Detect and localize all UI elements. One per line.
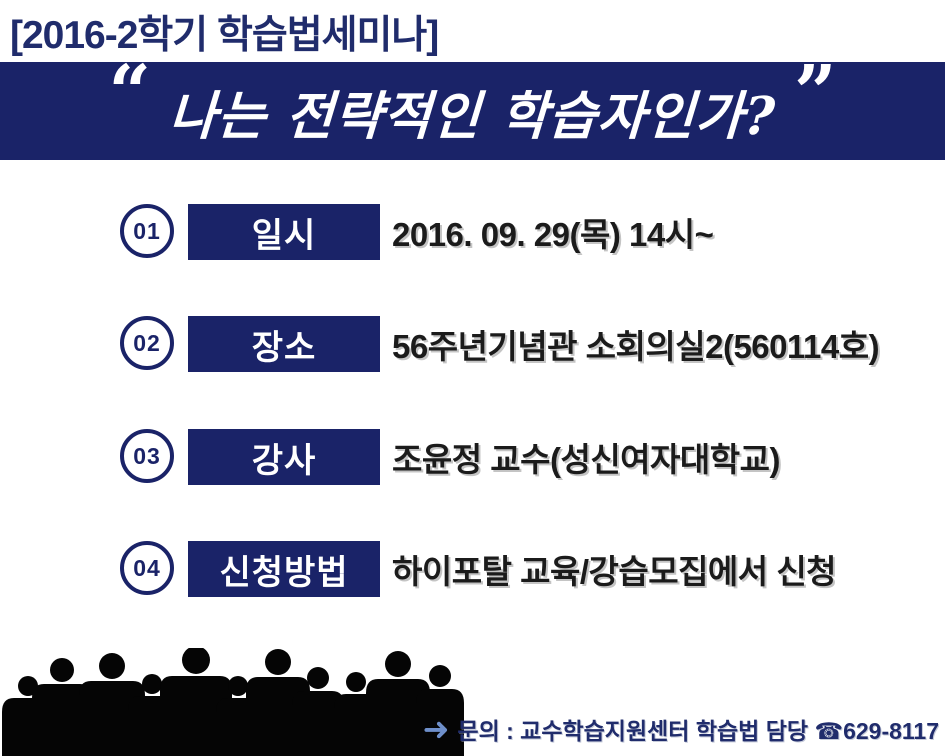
item-number-badge: 03 bbox=[120, 429, 174, 483]
item-value: 하이포탈 교육/강습모집에서 신청 bbox=[392, 553, 837, 590]
info-row-apply: 04 신청방법 하이포탈 교육/강습모집에서 신청 bbox=[0, 540, 945, 598]
banner-title: 나는 전략적인 학습자인가? bbox=[167, 85, 778, 147]
item-value: 조윤정 교수(성신여자대학교) bbox=[392, 441, 780, 478]
item-label-box: 장소 bbox=[188, 316, 380, 372]
close-quote: ” bbox=[793, 50, 837, 136]
item-label-box: 신청방법 bbox=[188, 541, 380, 597]
info-row-lecturer: 03 강사 조윤정 교수(성신여자대학교) bbox=[0, 428, 945, 486]
item-value: 2016. 09. 29(목) 14시~ bbox=[392, 216, 714, 253]
crowd-silhouette-image bbox=[0, 648, 466, 756]
item-label-box: 일시 bbox=[188, 204, 380, 260]
contact-info: 문의 : 교수학습지원센터 학습법 담당 ☎629-8117 bbox=[457, 718, 939, 744]
item-number-badge: 04 bbox=[120, 541, 174, 595]
item-number-badge: 01 bbox=[120, 204, 174, 258]
info-row-location: 02 장소 56주년기념관 소회의실2(560114호) bbox=[0, 315, 945, 373]
item-value: 56주년기념관 소회의실2(560114호) bbox=[392, 328, 880, 365]
info-row-datetime: 01 일시 2016. 09. 29(목) 14시~ bbox=[0, 203, 945, 261]
item-label-box: 강사 bbox=[188, 429, 380, 485]
item-number-badge: 02 bbox=[120, 316, 174, 370]
open-quote: “ bbox=[108, 50, 152, 136]
banner: “ 나는 전략적인 학습자인가? ” bbox=[0, 56, 945, 160]
page-title: [2016-2학기 학습법세미나] bbox=[10, 14, 439, 57]
contact-line: ➜ 문의 : 교수학습지원센터 학습법 담당 ☎629-8117 bbox=[423, 712, 939, 746]
arrow-right-icon: ➜ bbox=[422, 711, 450, 747]
